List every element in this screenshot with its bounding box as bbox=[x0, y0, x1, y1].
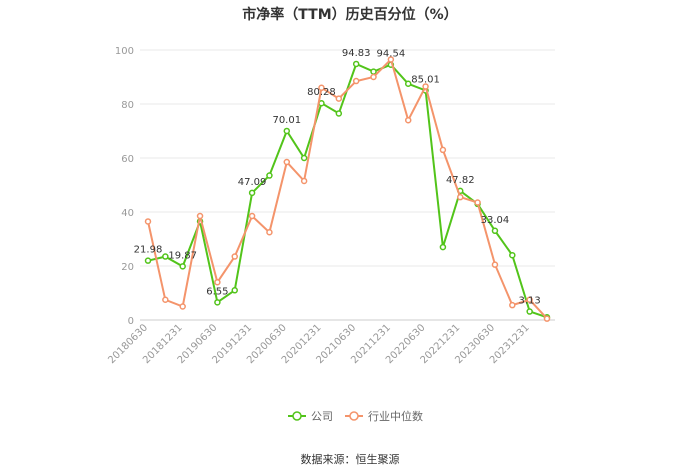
data-label: 19.87 bbox=[168, 250, 197, 261]
y-tick-label: 20 bbox=[121, 262, 134, 273]
series-point bbox=[144, 257, 152, 264]
series-point bbox=[283, 127, 291, 135]
series-point bbox=[352, 60, 360, 68]
series-point bbox=[457, 193, 464, 201]
data-label: 3.13 bbox=[519, 296, 541, 307]
series-point bbox=[404, 116, 412, 124]
series-point bbox=[214, 299, 221, 306]
series-point bbox=[352, 77, 360, 85]
data-label: 94.54 bbox=[377, 49, 406, 60]
series-point bbox=[509, 251, 516, 259]
series-point bbox=[370, 68, 377, 75]
series-point bbox=[474, 199, 481, 206]
data-label: 6.55 bbox=[206, 286, 228, 297]
series-point bbox=[370, 73, 377, 81]
series-point bbox=[404, 80, 412, 87]
series-point bbox=[439, 146, 447, 154]
series-point bbox=[266, 229, 273, 236]
series-point bbox=[248, 189, 256, 197]
chart-title: 市净率（TTM）历史百分位（%） bbox=[242, 7, 458, 23]
series-point bbox=[491, 227, 499, 235]
series-point bbox=[214, 278, 221, 286]
series-point bbox=[526, 308, 533, 315]
series-point bbox=[526, 296, 533, 303]
series-layer bbox=[144, 56, 551, 322]
series-point bbox=[422, 83, 429, 90]
series-point bbox=[300, 154, 308, 162]
source-note: 数据来源：恒生聚源 bbox=[300, 453, 400, 466]
series-point bbox=[318, 84, 325, 92]
y-tick-label: 100 bbox=[115, 46, 134, 57]
series-point bbox=[248, 212, 256, 220]
series-line bbox=[147, 57, 548, 320]
series-line bbox=[147, 62, 548, 319]
series-point bbox=[144, 218, 152, 225]
data-label: 47.09 bbox=[238, 177, 267, 188]
series-point bbox=[266, 172, 273, 179]
series-point bbox=[387, 56, 395, 63]
series-point bbox=[439, 243, 447, 251]
y-tick-label: 40 bbox=[121, 208, 134, 219]
legend-label[interactable]: 行业中位数 bbox=[368, 409, 423, 423]
legend[interactable]: 公司 行业中位数 bbox=[288, 409, 423, 423]
data-label: 94.83 bbox=[342, 48, 371, 59]
series-point bbox=[300, 177, 308, 185]
series-point bbox=[491, 261, 499, 268]
y-tick-label: 0 bbox=[128, 316, 134, 327]
series-point bbox=[509, 301, 516, 309]
data-label: 47.82 bbox=[446, 175, 475, 186]
y-tick-label: 80 bbox=[121, 100, 134, 111]
series-point bbox=[162, 253, 169, 260]
series-point bbox=[179, 263, 186, 270]
series-point bbox=[196, 212, 204, 220]
data-label: 33.04 bbox=[481, 215, 510, 226]
series-point bbox=[179, 303, 186, 310]
legend-swatch-marker[interactable] bbox=[349, 411, 359, 421]
data-label: 21.98 bbox=[134, 245, 163, 256]
data-label: 80.28 bbox=[307, 87, 336, 98]
data-label: 70.01 bbox=[272, 115, 301, 126]
legend-label[interactable]: 公司 bbox=[311, 410, 333, 423]
series-point bbox=[283, 158, 291, 166]
data-label-layer: 21.98 19.87 6.55 47.09 70.01 80.28 94.83 94.54 8… bbox=[134, 48, 541, 307]
series-point bbox=[162, 296, 169, 303]
series-point bbox=[335, 110, 343, 117]
data-label: 85.01 bbox=[411, 74, 440, 85]
legend-swatch-marker[interactable] bbox=[292, 411, 302, 421]
series-point bbox=[543, 315, 551, 322]
series-point bbox=[231, 287, 238, 294]
series-point bbox=[231, 253, 238, 260]
series-point bbox=[335, 95, 343, 102]
y-tick-label: 60 bbox=[121, 154, 134, 165]
